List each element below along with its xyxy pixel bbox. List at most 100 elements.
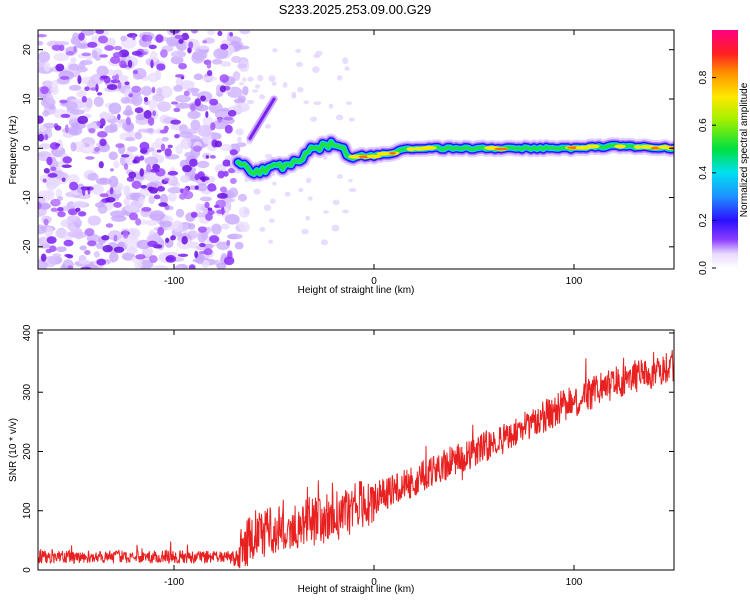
noise-blob-strong xyxy=(98,35,108,44)
noise-blob-strong xyxy=(113,246,125,253)
noise-blob-strong xyxy=(38,34,47,38)
noise-blob-strong xyxy=(84,86,90,92)
noise-blob xyxy=(312,66,320,74)
noise-blob xyxy=(257,74,264,82)
noise-blob xyxy=(180,137,192,150)
noise-blob xyxy=(79,245,87,251)
noise-blob-strong xyxy=(141,206,152,212)
noise-blob-strong xyxy=(205,111,209,118)
noise-blob-strong xyxy=(151,86,156,94)
noise-blob-strong xyxy=(95,30,105,34)
noise-blob-strong xyxy=(61,177,66,182)
noise-blob xyxy=(296,61,303,67)
noise-blob xyxy=(71,231,88,239)
noise-blob-strong xyxy=(229,32,234,37)
noise-blob xyxy=(144,156,159,166)
noise-blob-strong xyxy=(78,32,85,41)
noise-blob-strong xyxy=(199,176,210,181)
noise-blob xyxy=(234,241,244,250)
noise-blob xyxy=(344,66,350,71)
noise-blob xyxy=(157,101,172,112)
noise-blob-strong xyxy=(61,164,72,168)
noise-blob-strong xyxy=(217,30,223,37)
noise-blob xyxy=(247,76,254,82)
colorbar-ticks: 0.0 0.2 0.4 0.6 0.8 xyxy=(698,70,716,275)
noise-blob xyxy=(242,77,247,82)
noise-blob xyxy=(123,185,131,197)
noise-blob-strong xyxy=(202,40,208,44)
noise-blob xyxy=(251,89,259,93)
noise-blob-strong xyxy=(128,171,137,179)
noise-blob-strong xyxy=(165,255,177,263)
noise-blob-strong xyxy=(229,177,237,184)
y-tick-label: 200 xyxy=(22,443,33,460)
noise-blob xyxy=(307,196,313,201)
noise-blob xyxy=(320,239,329,246)
noise-blob-strong xyxy=(206,69,213,77)
noise-blob-strong xyxy=(198,242,206,248)
noise-blob xyxy=(43,61,51,72)
noise-blob xyxy=(136,239,151,250)
noise-blob-strong xyxy=(119,60,127,69)
noise-blob xyxy=(305,177,312,184)
noise-blob xyxy=(87,172,99,181)
noise-blob xyxy=(152,93,165,102)
noise-blob-strong xyxy=(124,81,130,86)
colorbar-label: Normalized spectral amplitude xyxy=(739,82,750,217)
noise-blob xyxy=(126,247,138,255)
noise-blob-strong xyxy=(38,133,44,142)
noise-blob-strong xyxy=(81,95,87,103)
noise-blob-strong xyxy=(59,99,68,104)
noise-blob xyxy=(237,193,248,202)
noise-blob-strong xyxy=(139,155,145,161)
noise-blob xyxy=(336,174,343,179)
noise-blob xyxy=(134,261,143,269)
noise-blob xyxy=(242,85,249,96)
noise-blob xyxy=(216,262,227,269)
noise-blob-strong xyxy=(135,254,146,260)
noise-blob-strong xyxy=(102,245,113,253)
noise-blob-strong xyxy=(178,38,184,44)
noise-blob-strong xyxy=(43,218,49,226)
noise-blob xyxy=(233,98,245,104)
noise-blob-strong xyxy=(147,116,155,126)
noise-blob-strong xyxy=(227,250,233,257)
noise-blob xyxy=(214,164,227,174)
noise-blob xyxy=(272,181,277,186)
noise-blob-strong xyxy=(126,33,138,38)
noise-blob xyxy=(305,215,310,221)
noise-blob-strong xyxy=(187,47,192,54)
noise-blob xyxy=(219,143,232,152)
noise-blob-strong xyxy=(57,207,64,212)
noise-blob-strong xyxy=(135,218,142,226)
noise-blob-strong xyxy=(40,86,49,95)
spectrogram-x-label: Height of straight line (km) xyxy=(298,285,415,296)
noise-blob xyxy=(328,103,334,109)
noise-blob xyxy=(202,115,213,127)
noise-blob-strong xyxy=(125,116,131,126)
noise-blob xyxy=(109,251,119,263)
noise-blob-strong xyxy=(65,51,75,56)
noise-blob xyxy=(109,122,118,133)
noise-blob xyxy=(45,178,61,188)
noise-blob xyxy=(113,160,120,169)
noise-blob-strong xyxy=(38,201,42,210)
noise-blob xyxy=(237,104,242,111)
noise-blob xyxy=(148,195,156,205)
noise-blob-strong xyxy=(109,168,114,172)
noise-blob-strong xyxy=(140,184,147,189)
signal-band-green xyxy=(236,139,674,176)
noise-blob-strong xyxy=(160,143,166,152)
noise-blob-strong xyxy=(64,124,69,134)
noise-blob-strong xyxy=(183,90,190,97)
noise-blob xyxy=(135,114,146,121)
noise-blob xyxy=(55,228,68,239)
noise-blob xyxy=(55,172,69,181)
noise-blob-strong xyxy=(188,264,196,269)
noise-blob-strong xyxy=(75,207,81,212)
noise-blob xyxy=(253,188,261,195)
noise-blob-strong xyxy=(127,60,133,68)
noise-blob-strong xyxy=(105,223,114,228)
noise-blob xyxy=(237,63,247,69)
